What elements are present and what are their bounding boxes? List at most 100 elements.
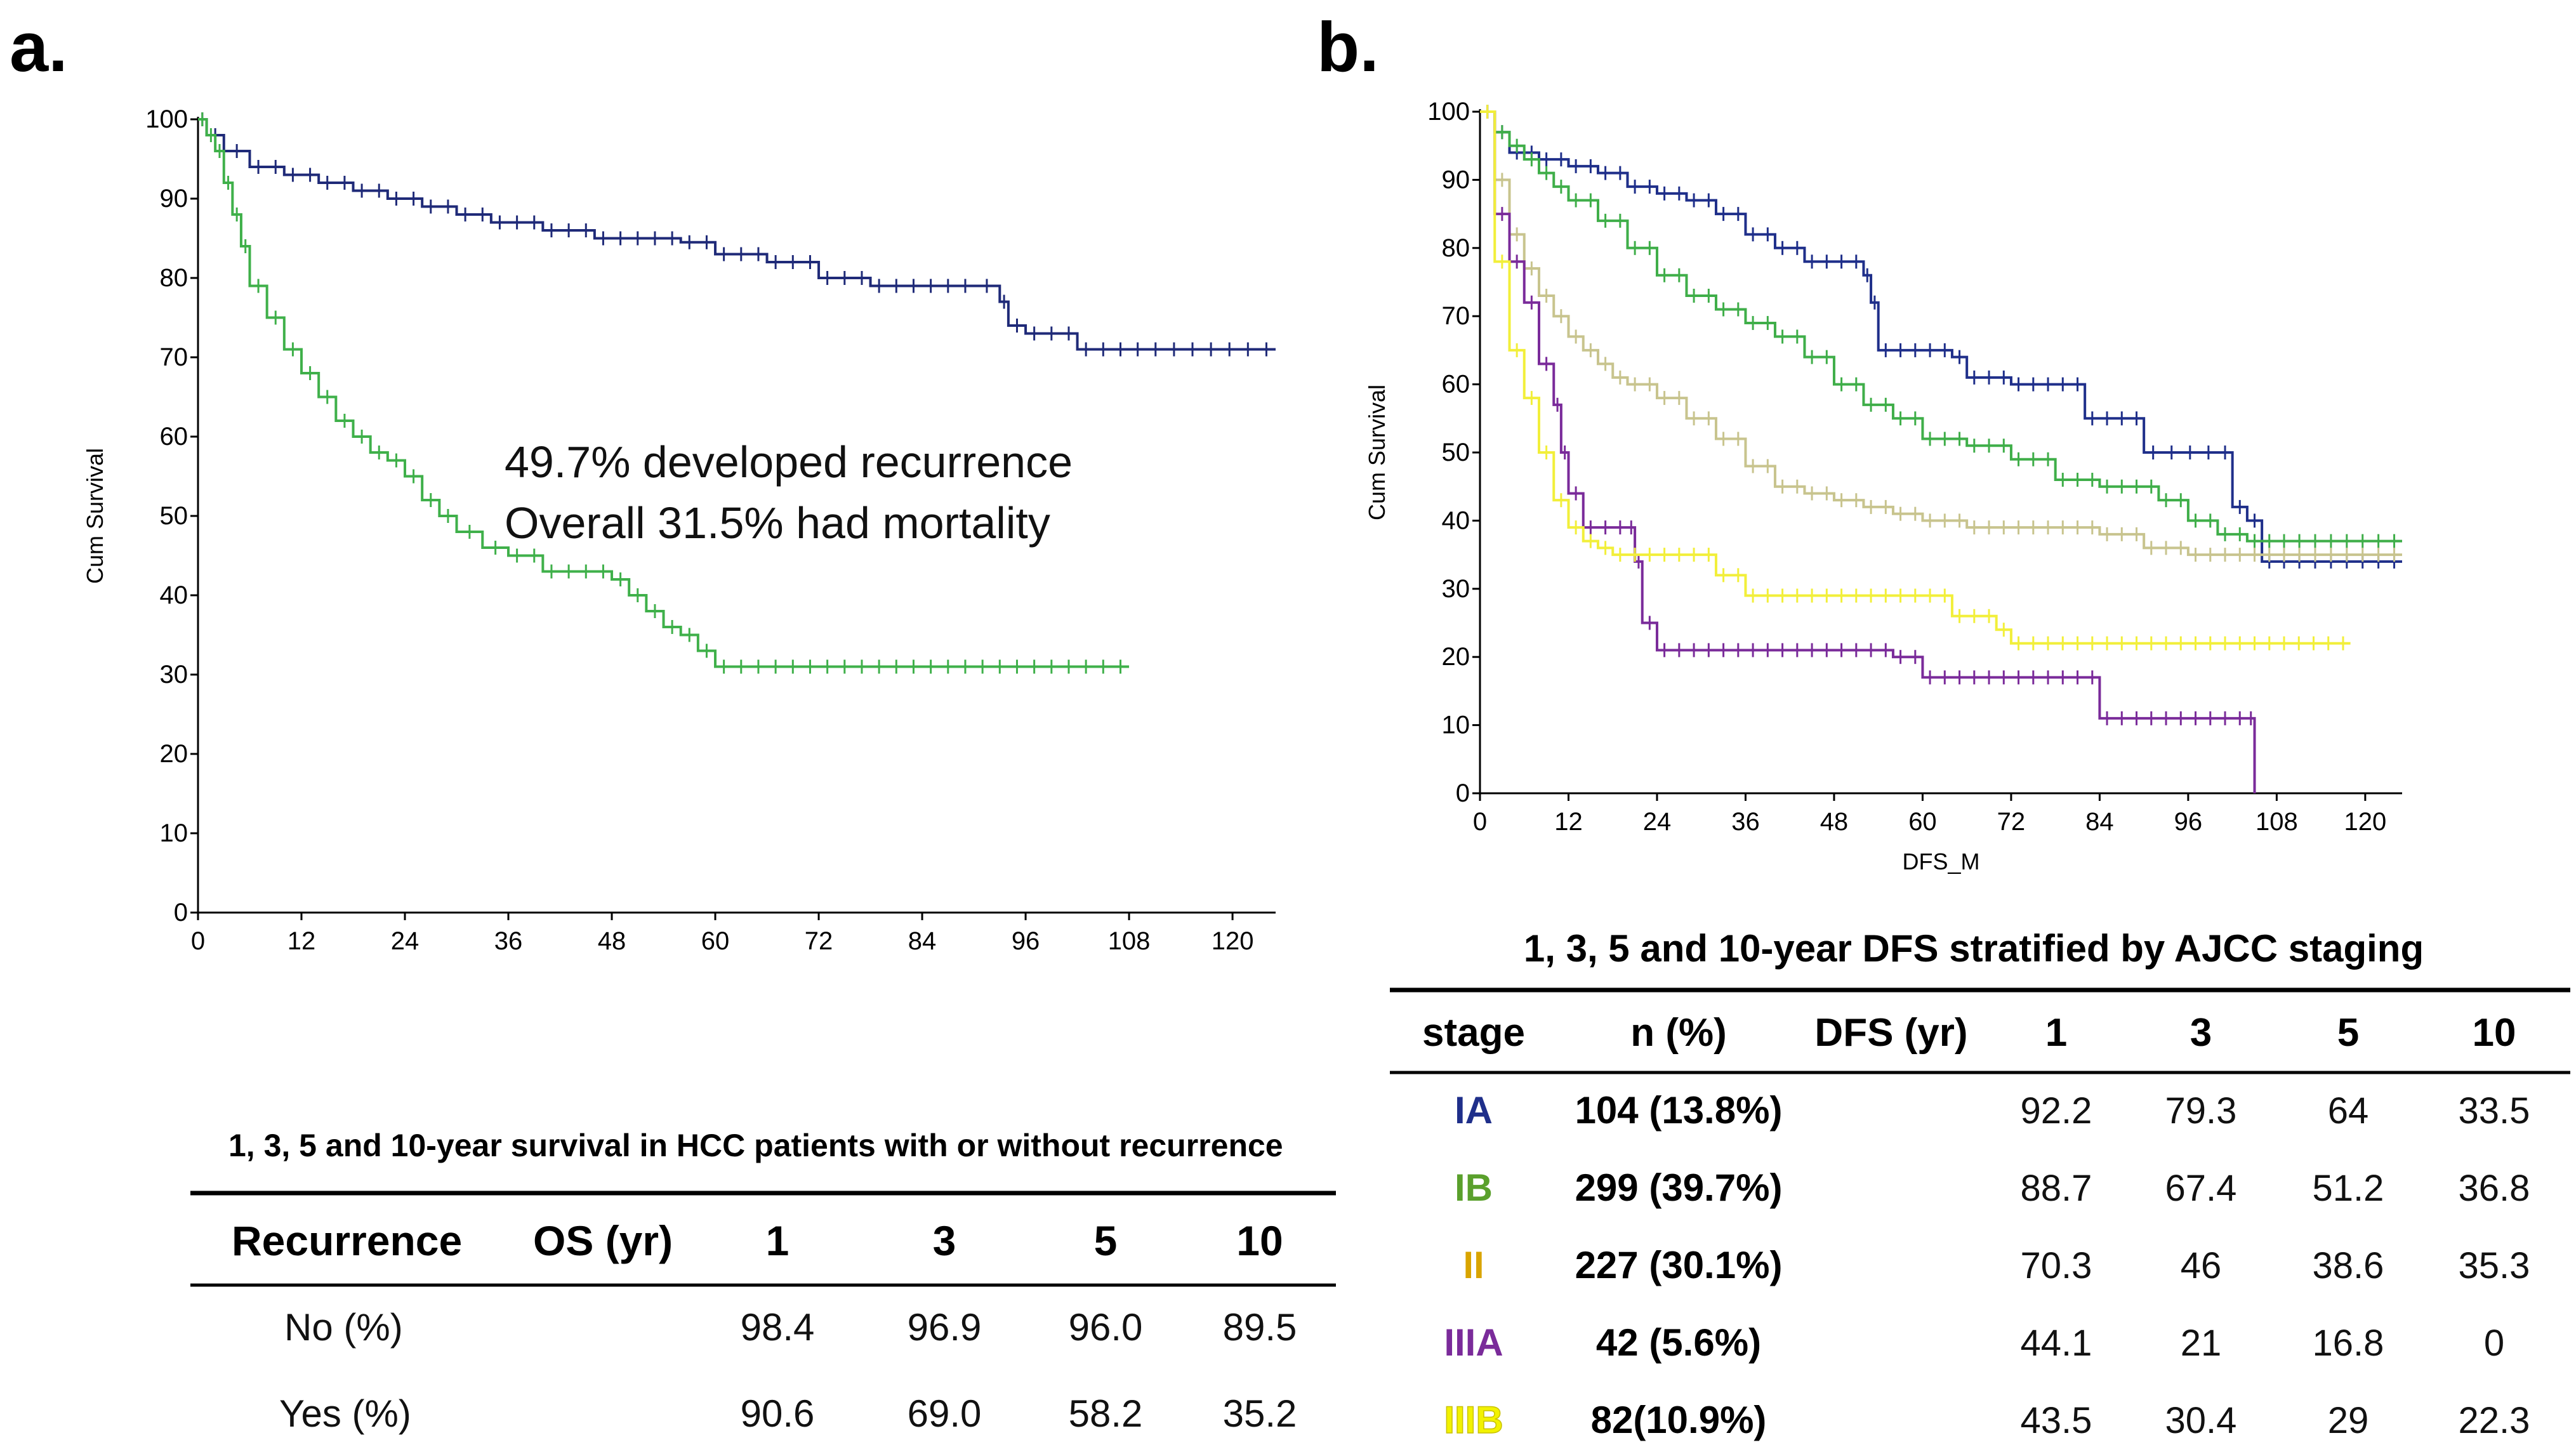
table-a-row-yes-3: 69.0 — [908, 1392, 982, 1435]
chart-b-x-axis-label: DFS_M — [1902, 848, 1979, 874]
chart-b-x-tick-label: 60 — [1908, 808, 1937, 836]
table-b-header-stage: stage — [1422, 1011, 1525, 1055]
chart-b-x-tick-label: 36 — [1731, 808, 1760, 836]
table-b-row-ia-1: 92.2 — [2021, 1090, 2092, 1132]
chart-b-dfs-by-ajcc-stage: 0 10 20 30 40 50 60 70 80 90 100 0 12 24 36 48 60 72 84 96 1… — [1364, 98, 2402, 874]
table-b-row-ib-10: 36.8 — [2459, 1168, 2530, 1209]
chart-a-y-tick-label: 50 — [160, 502, 188, 530]
chart-b-series-ii — [1480, 110, 2402, 557]
chart-b-x-tick-label: 12 — [1554, 808, 1583, 836]
chart-a-y-tick-label: 70 — [160, 343, 188, 371]
table-b-row-ib-stage: IB — [1455, 1166, 1493, 1209]
chart-b-y-tick-label: 90 — [1442, 166, 1470, 194]
table-b-row-iiib-10: 22.3 — [2459, 1400, 2530, 1441]
table-b: 1, 3, 5 and 10-year DFS stratified by AJ… — [1390, 927, 2570, 1442]
table-a-header-10: 10 — [1236, 1217, 1283, 1264]
chart-a-y-tick-label: 100 — [145, 105, 188, 133]
table-b-row-iiia-3: 21 — [2181, 1323, 2222, 1364]
table-b-row-ib-5: 51.2 — [2313, 1168, 2384, 1209]
table-b-row-iiib-1: 43.5 — [2021, 1400, 2092, 1441]
chart-b-series-iiia — [1480, 110, 2256, 793]
chart-a-x-tick-label: 96 — [1012, 927, 1040, 955]
table-b-row-iiia-stage: IIIA — [1444, 1321, 1503, 1364]
table-a-row-yes-5: 58.2 — [1069, 1392, 1143, 1435]
chart-a-annotation-recurrence: 49.7% developed recurrence — [505, 437, 1073, 487]
chart-b-x-tick-label: 48 — [1820, 808, 1849, 836]
chart-a-x-tick-label: 120 — [1212, 927, 1254, 955]
chart-a-y-tick-label: 90 — [160, 185, 188, 213]
chart-b-y-tick-label: 0 — [1456, 779, 1470, 807]
table-b-row-iiia-5: 16.8 — [2313, 1323, 2384, 1364]
table-b-row-iiib-n: 82(10.9%) — [1591, 1399, 1767, 1441]
table-b-row-ia-10: 33.5 — [2459, 1090, 2530, 1132]
chart-b-y-tick-label: 30 — [1442, 575, 1470, 603]
chart-b-y-tick-label: 70 — [1442, 302, 1470, 330]
table-b-header-n: n (%) — [1630, 1011, 1727, 1055]
panel-b-label: b. — [1317, 8, 1379, 86]
table-a-row-yes-10: 35.2 — [1223, 1392, 1297, 1435]
table-b-row-iiia-1: 44.1 — [2021, 1323, 2092, 1364]
table-b-header-10: 10 — [2473, 1011, 2516, 1055]
chart-a-y-tick-label: 80 — [160, 264, 188, 292]
chart-b-y-tick-label: 40 — [1442, 506, 1470, 534]
chart-b-y-tick-label: 80 — [1442, 234, 1470, 262]
chart-b-y-axis-label: Cum Survival — [1364, 385, 1390, 520]
chart-b-y-tick-label: 60 — [1442, 371, 1470, 399]
chart-a-annotation-mortality: Overall 31.5% had mortality — [505, 498, 1050, 548]
chart-a-x-tick-label: 60 — [701, 927, 730, 955]
table-a: 1, 3, 5 and 10-year survival in HCC pati… — [190, 1128, 1336, 1435]
table-a-row-no-10: 89.5 — [1223, 1306, 1297, 1349]
table-b-header-5: 5 — [2337, 1011, 2359, 1055]
chart-b-censor-marks-ii — [1486, 105, 2396, 562]
chart-b-x-tick-label: 96 — [2174, 808, 2203, 836]
chart-a-censor-marks-recurrence — [201, 112, 1121, 674]
table-b-row-iiia-10: 0 — [2484, 1323, 2504, 1364]
chart-b-series-ib — [1480, 110, 2402, 543]
table-b-row-ia-3: 79.3 — [2165, 1090, 2237, 1132]
table-b-row-ii-stage: II — [1463, 1244, 1484, 1286]
table-a-header-5: 5 — [1094, 1217, 1118, 1264]
chart-a-x-tick-label: 48 — [598, 927, 626, 955]
chart-b-x-tick-label: 120 — [2344, 808, 2387, 836]
table-b-row-ib-1: 88.7 — [2021, 1168, 2092, 1209]
chart-b-x-tick-label: 72 — [1997, 808, 2026, 836]
table-a-title: 1, 3, 5 and 10-year survival in HCC pati… — [228, 1128, 1283, 1163]
table-b-row-iiib-stage: IIIB — [1444, 1399, 1503, 1441]
table-b-row-ia-n: 104 (13.8%) — [1575, 1089, 1783, 1132]
table-a-header-3: 3 — [933, 1217, 956, 1264]
chart-a-y-tick-label: 0 — [174, 899, 188, 927]
table-b-row-ii-10: 35.3 — [2459, 1245, 2530, 1286]
table-b-row-iiib-5: 29 — [2328, 1400, 2369, 1441]
table-b-header-dfs: DFS (yr) — [1814, 1011, 1967, 1055]
chart-b-x-tick-label: 24 — [1643, 808, 1672, 836]
chart-a-censor-marks-no-recurrence — [201, 112, 1267, 357]
table-a-row-no-3: 96.9 — [908, 1306, 982, 1349]
table-a-row-no-1: 98.4 — [741, 1306, 815, 1349]
table-a-row-no-5: 96.0 — [1069, 1306, 1143, 1349]
chart-b-y-tick-label: 10 — [1442, 711, 1470, 739]
table-b-row-ib-3: 67.4 — [2165, 1168, 2237, 1209]
chart-b-y-tick-label: 20 — [1442, 643, 1470, 671]
chart-b-x-tick-label: 0 — [1473, 808, 1487, 836]
chart-b-y-tick-label: 100 — [1427, 98, 1470, 126]
chart-b-censor-marks-iiib — [1486, 105, 2344, 650]
chart-a-x-tick-label: 12 — [287, 927, 316, 955]
table-b-header-3: 3 — [2190, 1011, 2212, 1055]
chart-a-x-tick-label: 36 — [494, 927, 523, 955]
chart-a-survival-by-recurrence: 0 10 20 30 40 50 60 70 80 90 100 0 12 24 36 48 60 72 84 96 1… — [82, 105, 1276, 955]
table-a-header-os: OS (yr) — [533, 1217, 673, 1264]
chart-b-y-tick-label: 50 — [1442, 439, 1470, 466]
table-b-row-ib-n: 299 (39.7%) — [1575, 1166, 1783, 1209]
chart-b-series-iiib — [1480, 110, 2351, 645]
table-a-header-1: 1 — [766, 1217, 789, 1264]
chart-a-y-tick-label: 10 — [160, 819, 188, 847]
chart-a-y-tick-label: 20 — [160, 740, 188, 768]
table-b-title: 1, 3, 5 and 10-year DFS stratified by AJ… — [1524, 927, 2424, 970]
chart-a-x-tick-label: 84 — [908, 927, 937, 955]
table-b-row-ia-stage: IA — [1455, 1089, 1493, 1132]
chart-a-series-recurrence — [198, 118, 1130, 668]
panel-a-label: a. — [10, 8, 68, 86]
chart-a-y-tick-label: 40 — [160, 581, 188, 609]
table-b-row-iiia-n: 42 (5.6%) — [1596, 1321, 1761, 1364]
